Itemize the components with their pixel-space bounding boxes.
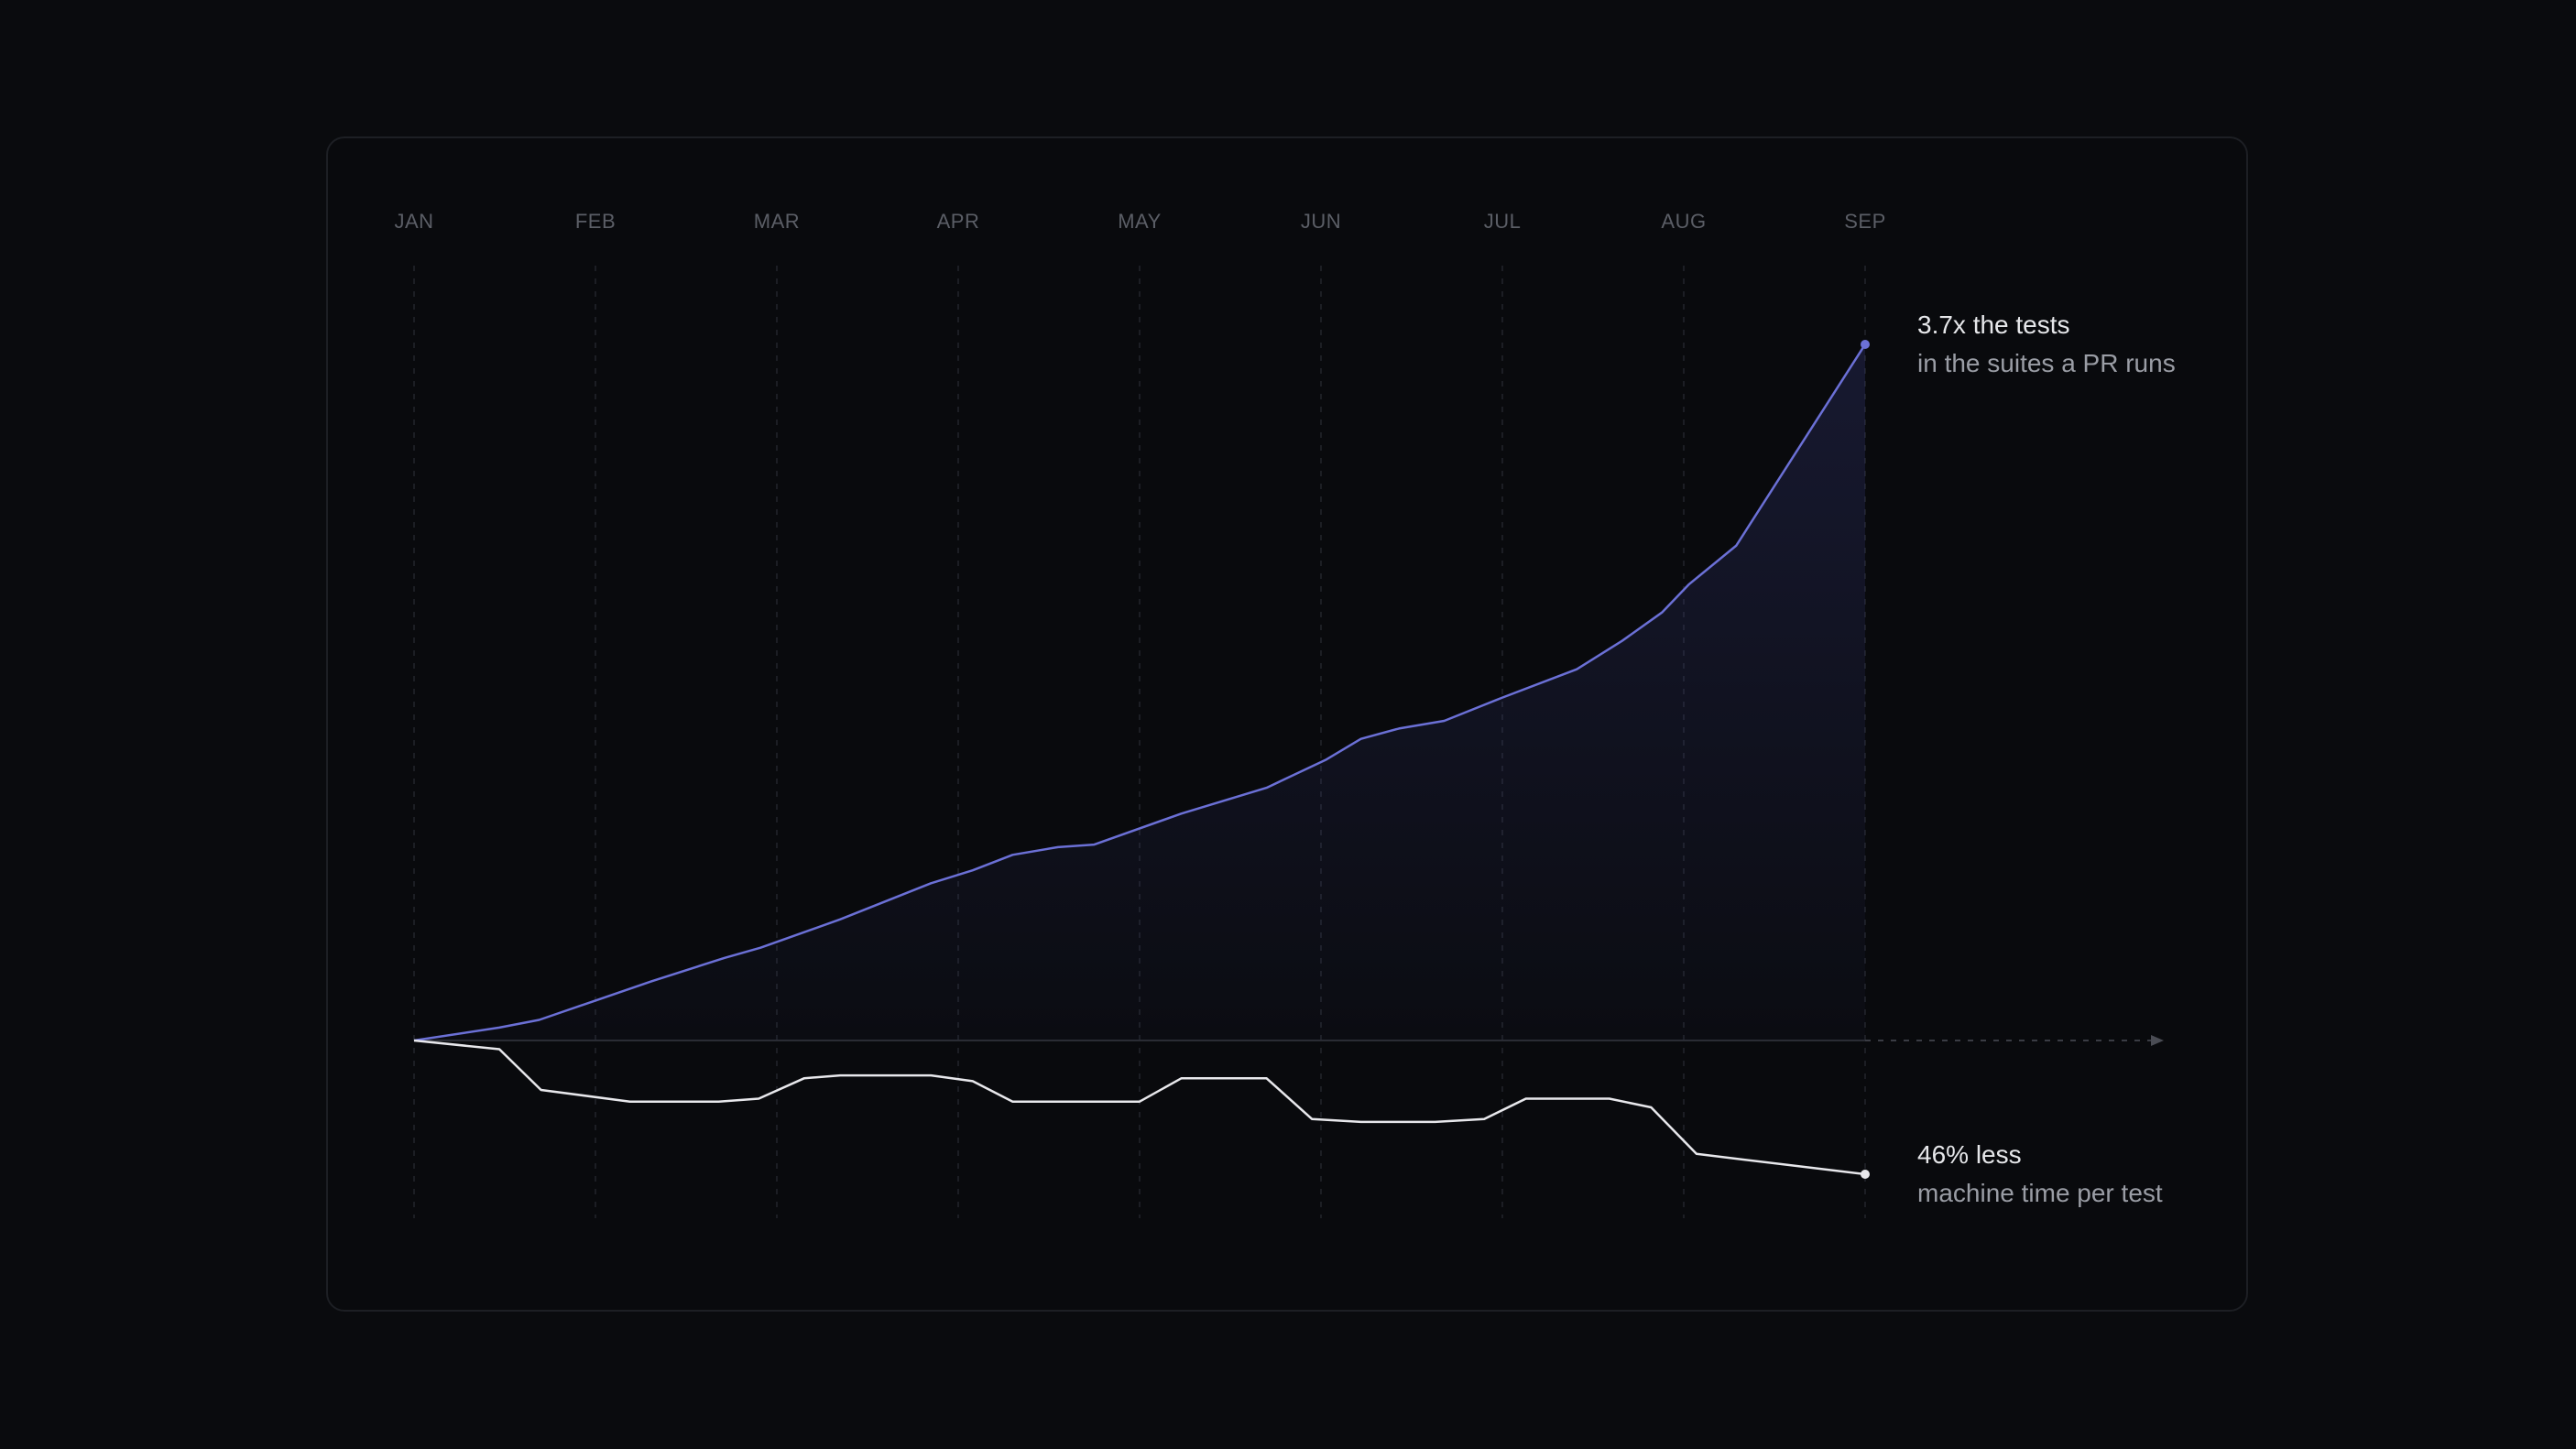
month-label-aug: AUG [1661,210,1706,233]
month-label-jul: JUL [1484,210,1522,233]
month-label-feb: FEB [575,210,616,233]
tests-series-line [413,343,1867,1042]
month-label-jan: JAN [394,210,433,233]
month-label-jun: JUN [1301,210,1341,233]
tests-annotation-headline: 3.7x the tests [1917,310,2070,339]
time-annotation-headline: 46% less [1917,1140,2022,1169]
time-endpoint-dot [1861,1170,1870,1179]
time-series-line [413,1039,1866,1176]
month-labels: JAN FEB MAR APR MAY JUN JUL AUG SEP [394,210,1885,233]
x-axis-arrow-icon [2151,1035,2164,1046]
tests-annotation-subline: in the suites a PR runs [1917,349,2176,377]
chart-card [326,136,2248,1312]
time-annotation-subline: machine time per test [1917,1179,2163,1207]
month-label-may: MAY [1118,210,1162,233]
tests-endpoint-dot [1861,340,1870,349]
month-label-mar: MAR [754,210,800,233]
month-label-apr: APR [937,210,980,233]
tests-series-area [414,344,1865,1040]
month-label-sep: SEP [1844,210,1886,233]
